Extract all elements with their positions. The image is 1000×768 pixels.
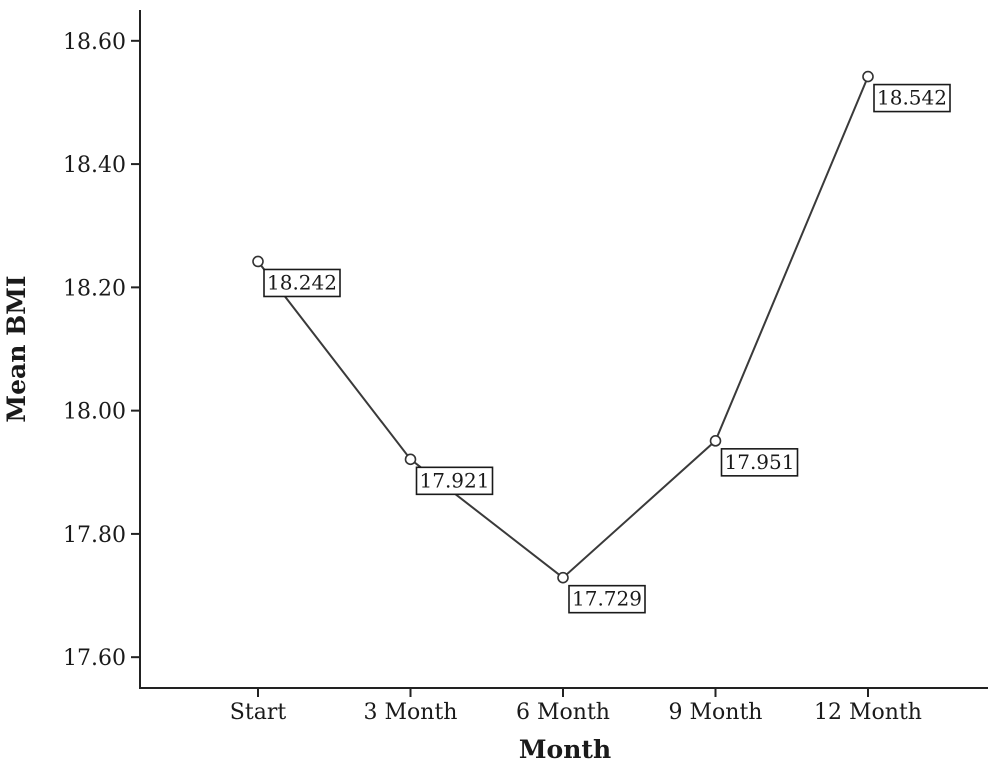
data-label-text: 17.951 — [725, 450, 795, 474]
data-label-box — [263, 268, 341, 298]
x-axis-ticks: Start 3 Month 6 Month 9 Month 12 Month — [230, 688, 922, 725]
data-labels: 18.242 17.921 17.729 17.951 18.542 — [263, 83, 951, 614]
x-tick-label: 9 Month — [669, 700, 763, 725]
axes-frame — [139, 10, 988, 689]
data-label: 17.729 — [568, 584, 646, 614]
x-tick-label: 3 Month — [364, 700, 458, 725]
x-axis-title: Month — [519, 735, 611, 764]
data-label-text: 17.729 — [572, 587, 642, 611]
y-tick-label: 18.60 — [63, 30, 126, 55]
data-label-box — [720, 448, 799, 477]
data-label-box — [873, 83, 951, 113]
data-label: 18.242 — [263, 268, 341, 298]
data-markers — [252, 70, 874, 584]
x-tick-label: 12 Month — [814, 700, 922, 725]
y-axis-ticks: 17.60 17.80 18.00 18.20 18.40 18.60 — [63, 30, 140, 671]
y-tick-label: 17.80 — [63, 523, 126, 548]
y-tick-label: 18.20 — [63, 276, 126, 301]
data-point — [557, 571, 569, 584]
y-axis-title: Mean BMI — [2, 275, 31, 422]
data-label-text: 17.921 — [420, 468, 490, 492]
data-label-box — [568, 584, 646, 614]
data-label-text: 18.542 — [877, 86, 947, 110]
data-label: 17.951 — [720, 448, 799, 477]
data-point — [862, 70, 874, 83]
series-line — [257, 76, 869, 580]
data-label: 18.542 — [873, 83, 951, 113]
data-label-box — [415, 466, 494, 496]
data-point — [252, 255, 264, 268]
x-tick-label: Start — [230, 700, 287, 725]
y-tick-label: 18.00 — [63, 400, 126, 425]
x-tick-label: 6 Month — [516, 700, 610, 725]
data-label-text: 18.242 — [267, 270, 337, 294]
y-tick-label: 17.60 — [63, 646, 126, 671]
data-point — [404, 453, 417, 466]
y-tick-label: 18.40 — [63, 153, 126, 178]
data-label: 17.921 — [415, 466, 494, 496]
data-point — [709, 435, 722, 447]
